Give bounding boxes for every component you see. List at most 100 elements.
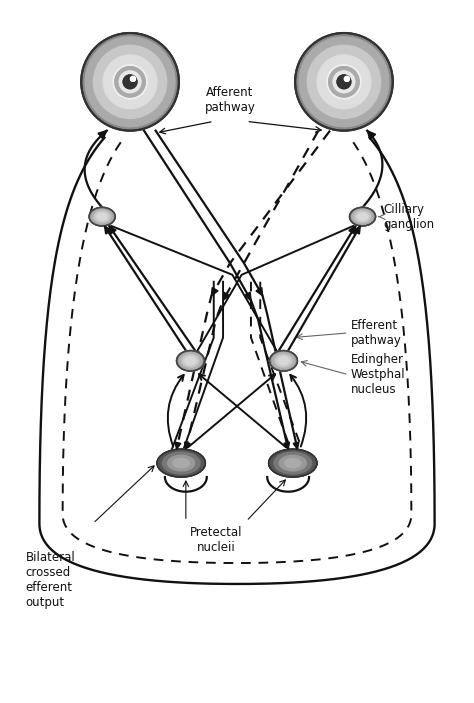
Ellipse shape <box>182 354 199 367</box>
Ellipse shape <box>279 456 306 471</box>
Circle shape <box>295 33 393 131</box>
Polygon shape <box>367 131 375 139</box>
Circle shape <box>327 65 361 99</box>
Ellipse shape <box>345 77 349 82</box>
Ellipse shape <box>337 75 351 89</box>
Ellipse shape <box>123 75 137 89</box>
Circle shape <box>85 37 175 127</box>
Ellipse shape <box>273 353 295 369</box>
Ellipse shape <box>92 209 113 224</box>
Ellipse shape <box>176 351 204 371</box>
Ellipse shape <box>163 452 200 474</box>
Polygon shape <box>349 226 356 234</box>
Ellipse shape <box>279 456 306 471</box>
Circle shape <box>93 45 167 118</box>
Ellipse shape <box>275 354 292 367</box>
Circle shape <box>307 45 381 118</box>
Polygon shape <box>293 442 299 449</box>
Circle shape <box>81 33 179 131</box>
Polygon shape <box>284 442 290 449</box>
Ellipse shape <box>92 209 113 224</box>
Text: Cilliary
ganglion: Cilliary ganglion <box>383 202 435 231</box>
Ellipse shape <box>352 209 373 224</box>
Polygon shape <box>175 442 181 449</box>
Ellipse shape <box>333 71 355 93</box>
Ellipse shape <box>333 71 355 93</box>
Ellipse shape <box>349 207 375 226</box>
Ellipse shape <box>97 213 108 220</box>
Ellipse shape <box>157 449 205 477</box>
Text: Afferent
pathway: Afferent pathway <box>205 86 255 115</box>
Ellipse shape <box>130 77 136 82</box>
Ellipse shape <box>168 456 195 471</box>
Ellipse shape <box>349 207 375 226</box>
Ellipse shape <box>182 354 199 367</box>
Text: Pretectal
nucleii: Pretectal nucleii <box>190 526 242 554</box>
Ellipse shape <box>115 67 145 97</box>
Ellipse shape <box>278 356 289 365</box>
Text: Bilateral
crossed
efferent
output: Bilateral crossed efferent output <box>26 551 75 610</box>
Ellipse shape <box>284 458 301 467</box>
Ellipse shape <box>329 67 359 97</box>
Polygon shape <box>354 226 360 234</box>
Ellipse shape <box>173 458 190 467</box>
Ellipse shape <box>269 449 317 477</box>
Circle shape <box>327 65 361 99</box>
Ellipse shape <box>273 353 295 369</box>
Ellipse shape <box>123 75 137 89</box>
Ellipse shape <box>89 207 115 226</box>
Circle shape <box>113 65 147 99</box>
Ellipse shape <box>284 458 301 467</box>
Ellipse shape <box>94 211 110 222</box>
Circle shape <box>103 55 157 109</box>
Polygon shape <box>256 288 263 296</box>
Ellipse shape <box>355 211 370 222</box>
Circle shape <box>337 75 351 89</box>
Ellipse shape <box>89 207 115 226</box>
Circle shape <box>93 45 167 118</box>
Circle shape <box>299 37 389 127</box>
Ellipse shape <box>357 213 368 220</box>
Ellipse shape <box>176 351 204 371</box>
Ellipse shape <box>345 77 349 82</box>
Ellipse shape <box>185 356 196 365</box>
Circle shape <box>337 75 351 89</box>
Ellipse shape <box>179 353 201 369</box>
Ellipse shape <box>329 67 359 97</box>
Ellipse shape <box>130 77 136 82</box>
Polygon shape <box>211 288 218 296</box>
Ellipse shape <box>97 213 108 220</box>
Ellipse shape <box>94 211 110 222</box>
Polygon shape <box>184 442 190 449</box>
Circle shape <box>113 65 147 99</box>
Ellipse shape <box>173 458 190 467</box>
Text: Edingher
Westphal
nucleus: Edingher Westphal nucleus <box>351 353 406 396</box>
Circle shape <box>317 55 371 109</box>
Ellipse shape <box>185 356 196 365</box>
Ellipse shape <box>270 351 298 371</box>
Circle shape <box>103 55 157 109</box>
Ellipse shape <box>337 75 351 89</box>
Circle shape <box>81 33 179 131</box>
Ellipse shape <box>269 449 317 477</box>
Ellipse shape <box>357 213 368 220</box>
Polygon shape <box>104 226 111 234</box>
Ellipse shape <box>168 456 195 471</box>
Circle shape <box>123 75 137 89</box>
Ellipse shape <box>163 452 200 474</box>
Polygon shape <box>98 131 107 139</box>
Ellipse shape <box>115 67 145 97</box>
Circle shape <box>295 33 393 131</box>
Text: Efferent
pathway: Efferent pathway <box>351 319 402 347</box>
Ellipse shape <box>119 71 141 93</box>
Ellipse shape <box>179 353 201 369</box>
Circle shape <box>123 75 137 89</box>
Ellipse shape <box>275 354 292 367</box>
Ellipse shape <box>278 356 289 365</box>
Circle shape <box>299 37 389 127</box>
Ellipse shape <box>352 209 373 224</box>
Polygon shape <box>223 292 229 300</box>
Ellipse shape <box>157 449 205 477</box>
Ellipse shape <box>274 452 311 474</box>
Ellipse shape <box>355 211 370 222</box>
